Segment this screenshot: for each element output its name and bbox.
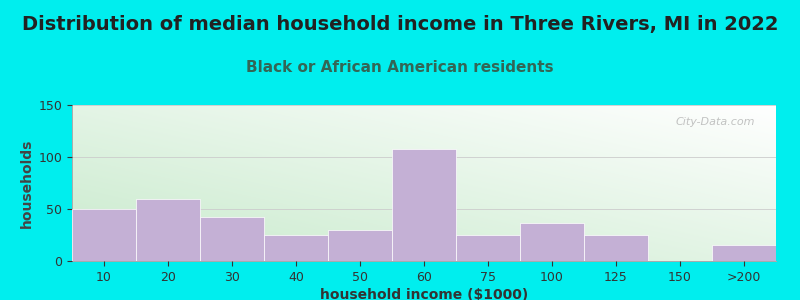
Bar: [72, 209, 136, 261]
Bar: [392, 149, 456, 261]
Bar: [264, 235, 328, 261]
Bar: [712, 245, 776, 261]
X-axis label: household income ($1000): household income ($1000): [320, 288, 528, 300]
Text: City-Data.com: City-Data.com: [675, 118, 755, 128]
Bar: [584, 235, 648, 261]
Bar: [520, 223, 584, 261]
Bar: [200, 217, 264, 261]
Text: Black or African American residents: Black or African American residents: [246, 60, 554, 75]
Y-axis label: households: households: [20, 138, 34, 228]
Bar: [328, 230, 392, 261]
Bar: [456, 235, 520, 261]
Text: Distribution of median household income in Three Rivers, MI in 2022: Distribution of median household income …: [22, 15, 778, 34]
Bar: [136, 199, 200, 261]
